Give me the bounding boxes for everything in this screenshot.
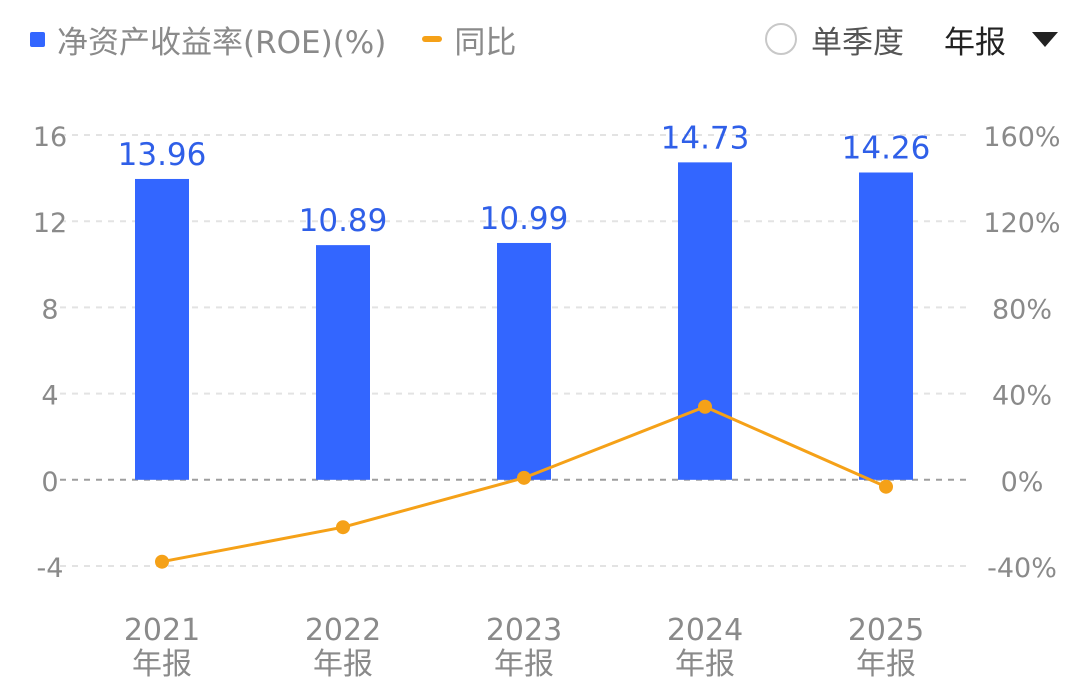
- x-axis-year-label: 2023: [486, 613, 562, 648]
- x-axis-year-label: 2021: [124, 613, 200, 648]
- x-axis-year-label: 2024: [667, 613, 743, 648]
- roe-legend-square-icon: [30, 31, 45, 47]
- left-axis-tick-label: -4: [37, 553, 64, 584]
- x-axis-period-label: 年报: [675, 647, 735, 682]
- roe-legend-label: 净资产收益率(ROE)(%): [57, 24, 387, 61]
- roe-bar: [859, 172, 913, 480]
- right-axis-tick-label: 160%: [983, 122, 1060, 153]
- x-axis-year-label: 2022: [305, 613, 381, 648]
- yoy-legend-dash-icon: [422, 36, 443, 42]
- right-axis-tick-label: 120%: [983, 208, 1060, 239]
- right-axis-tick-label: 40%: [992, 381, 1052, 412]
- roe-bar: [497, 242, 551, 480]
- yoy-point: [336, 520, 350, 535]
- right-axis-tick-label: 80%: [992, 294, 1052, 325]
- roe-value-label: 10.89: [299, 203, 388, 239]
- period-select-label[interactable]: 年报: [944, 24, 1006, 61]
- x-axis-period-label: 年报: [313, 647, 373, 682]
- left-axis-tick-label: 12: [33, 208, 67, 239]
- roe-value-label: 14.26: [842, 130, 931, 166]
- caret-down-icon[interactable]: [1032, 31, 1058, 47]
- yoy-legend-label: 同比: [454, 24, 517, 61]
- left-axis-tick-label: 0: [41, 467, 58, 498]
- x-axis-period-label: 年报: [856, 647, 916, 682]
- roe-value-label: 14.73: [661, 120, 750, 156]
- yoy-point: [879, 479, 893, 494]
- left-axis-tick-label: 8: [41, 294, 58, 325]
- right-axis-tick-label: 0%: [1001, 467, 1044, 498]
- x-axis-period-label: 年报: [494, 647, 554, 682]
- yoy-point: [698, 399, 712, 414]
- right-axis-tick-label: -40%: [987, 553, 1057, 584]
- roe-value-label: 10.99: [480, 201, 569, 237]
- x-axis-period-label: 年报: [132, 647, 192, 682]
- chart-legend: 净资产收益率(ROE)(%) 同比: [30, 14, 516, 64]
- roe-bar: [316, 245, 370, 480]
- left-axis-tick-label: 16: [33, 122, 67, 153]
- left-axis-tick-label: 4: [41, 381, 58, 412]
- chart-controls: 单季度 年报: [765, 14, 1058, 64]
- roe-bar: [678, 162, 732, 480]
- yoy-point: [517, 470, 531, 485]
- roe-value-label: 13.96: [118, 137, 207, 173]
- x-axis-year-label: 2025: [848, 613, 924, 648]
- roe-bar: [135, 178, 189, 480]
- single-quarter-label[interactable]: 单季度: [811, 24, 904, 61]
- yoy-point: [155, 554, 169, 569]
- single-quarter-radio[interactable]: [765, 23, 797, 55]
